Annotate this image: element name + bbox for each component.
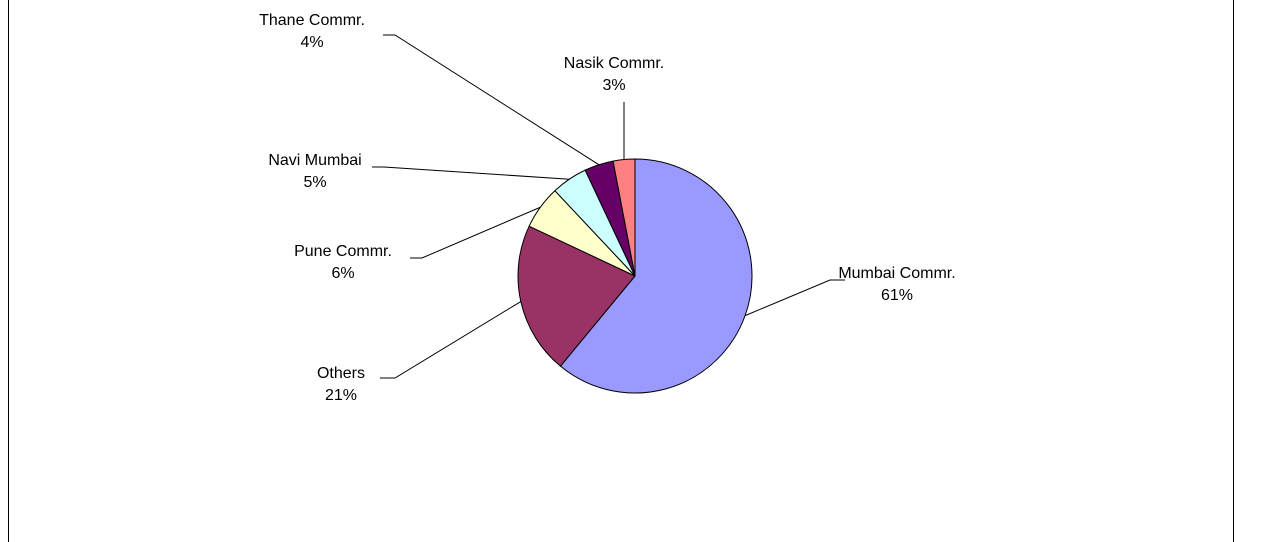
pie-slices [517,158,753,394]
slice-label-percent: 5% [303,174,326,191]
slice-label-percent: 4% [300,34,323,51]
slice-label-name: Mumbai Commr. [838,265,955,282]
leader-lines [372,34,845,379]
leader-line [410,206,541,259]
leader-line [383,34,600,166]
slice-label-percent: 6% [331,265,354,282]
slice-label-name: Thane Commr. [259,12,365,29]
slice-label-percent: 21% [325,387,357,404]
slice-label-name: Others [317,365,365,382]
slice-label-percent: 3% [602,77,625,94]
slice-labels: Mumbai Commr. 61% Others 21% Pune Commr. 6% Na… [259,12,956,404]
slice-label-name: Pune Commr. [294,243,392,260]
leader-line [380,301,522,379]
slice-label-percent: 61% [881,287,913,304]
chart-frame [8,0,1234,542]
slice-label-name: Nasik Commr. [564,55,664,72]
slice-label-name: Navi Mumbai [268,152,361,169]
leader-line [744,279,845,317]
pie-slice-mumbai-commr [559,158,753,394]
leader-line [372,166,570,180]
